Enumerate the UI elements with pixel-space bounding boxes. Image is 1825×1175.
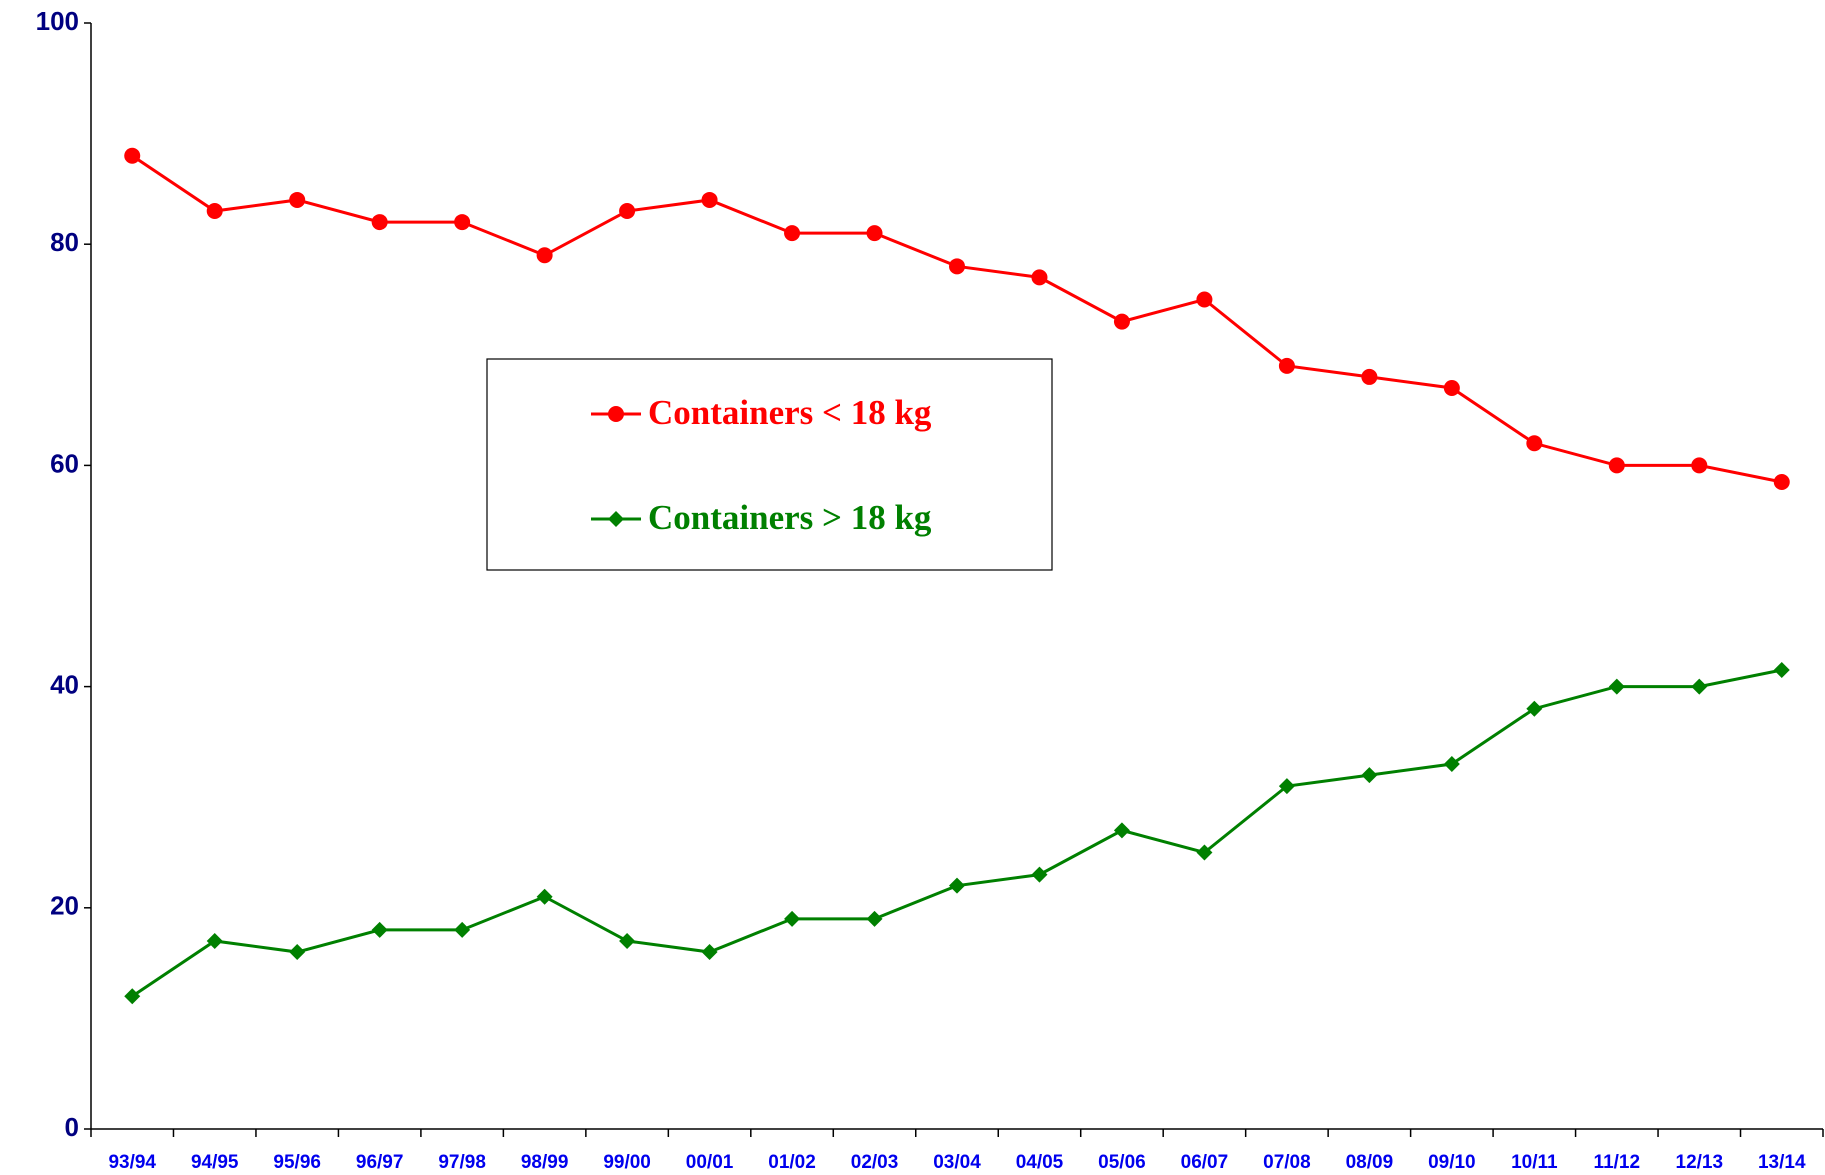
point — [1031, 866, 1048, 883]
y-tick-label: 60 — [50, 448, 79, 478]
point — [536, 247, 553, 264]
x-tick-label: 94/95 — [191, 1152, 239, 1173]
x-tick-label: 00/01 — [686, 1152, 734, 1173]
legend-label: Containers < 18 kg — [648, 393, 932, 432]
point — [619, 932, 636, 949]
y-tick-label: 0 — [65, 1112, 79, 1142]
x-tick-label: 05/06 — [1098, 1152, 1146, 1173]
point — [1196, 291, 1213, 308]
x-tick-label: 11/12 — [1594, 1152, 1641, 1173]
point — [1196, 844, 1213, 861]
legend-marker — [608, 511, 624, 527]
x-tick-label: 03/04 — [933, 1152, 981, 1173]
legend-box — [486, 358, 1053, 571]
point — [124, 988, 141, 1005]
series-line — [131, 668, 1783, 998]
point — [1773, 473, 1790, 490]
point — [701, 191, 718, 208]
legend-label: Containers > 18 kg — [648, 498, 932, 537]
y-tick-label: 80 — [50, 227, 79, 257]
x-tick-label: 99/00 — [603, 1152, 651, 1173]
point — [1113, 313, 1130, 330]
x-tick-label: 02/03 — [851, 1152, 899, 1173]
point — [1691, 678, 1708, 695]
x-tick-label: 93/94 — [108, 1152, 156, 1173]
point — [124, 147, 141, 164]
y-tick-label: 40 — [50, 669, 79, 699]
x-tick-label: 06/07 — [1181, 1152, 1229, 1173]
x-tick-label: 13/14 — [1758, 1152, 1806, 1173]
point — [206, 932, 223, 949]
x-tick-label: 95/96 — [273, 1152, 321, 1173]
point — [1691, 457, 1708, 474]
point — [289, 191, 306, 208]
point — [371, 214, 388, 231]
point — [371, 921, 388, 938]
point — [949, 877, 965, 894]
point — [949, 258, 965, 275]
point — [1443, 379, 1460, 396]
x-tick-label: 12/13 — [1676, 1152, 1724, 1173]
x-tick-label: 10/11 — [1511, 1152, 1558, 1173]
x-tick-label: 98/99 — [521, 1152, 569, 1173]
point — [1526, 700, 1543, 717]
point — [1278, 778, 1295, 795]
x-tick-label: 07/08 — [1263, 1152, 1311, 1173]
point — [454, 214, 471, 231]
point — [536, 888, 553, 905]
x-tick-label: 96/97 — [356, 1152, 404, 1173]
x-tick-label: 97/98 — [438, 1152, 486, 1173]
point — [1361, 368, 1378, 385]
point — [1608, 678, 1625, 695]
legend: Containers < 18 kg Containers > 18 kg — [486, 358, 1053, 571]
x-tick-label: 08/09 — [1346, 1152, 1394, 1173]
point — [1443, 756, 1460, 773]
y-tick-label: 20 — [50, 891, 79, 921]
point — [1608, 457, 1625, 474]
point — [289, 944, 306, 961]
x-tick-label: 09/10 — [1428, 1152, 1476, 1173]
point — [619, 203, 636, 220]
x-tick-label: 04/05 — [1016, 1152, 1064, 1173]
point — [1526, 435, 1543, 452]
point — [784, 225, 801, 242]
legend-marker — [608, 406, 624, 422]
point — [1361, 767, 1378, 784]
point — [866, 910, 883, 927]
point — [454, 921, 471, 938]
point — [866, 225, 883, 242]
y-tick-label: 100 — [36, 6, 79, 36]
point — [701, 944, 718, 961]
point — [784, 910, 801, 927]
point — [1031, 269, 1048, 286]
point — [206, 203, 223, 220]
point — [1773, 662, 1790, 679]
x-tick-label: 01/02 — [768, 1152, 816, 1173]
point — [1113, 822, 1130, 839]
point — [1278, 357, 1295, 374]
